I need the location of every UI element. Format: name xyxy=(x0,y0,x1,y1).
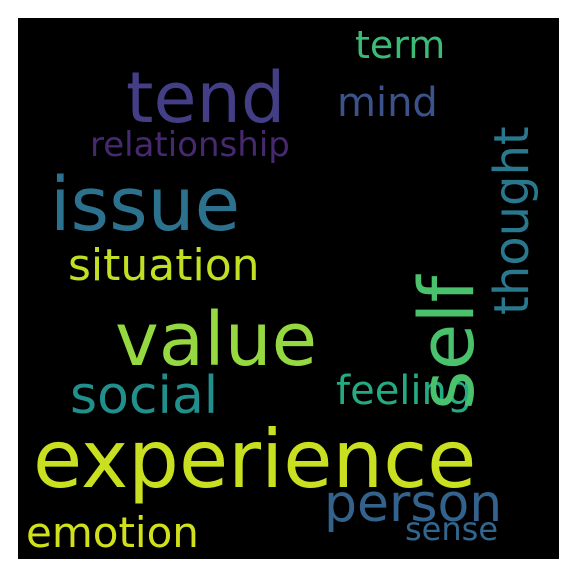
word-emotion: emotion xyxy=(26,508,199,557)
word-experience: experience xyxy=(33,413,477,506)
word-self: self xyxy=(402,275,491,410)
word-cloud-canvas: tend term mind relationship issue situat… xyxy=(18,18,559,559)
word-mind: mind xyxy=(337,80,438,126)
word-feeling: feeling xyxy=(336,368,473,414)
word-person: person xyxy=(324,474,503,534)
word-thought: thought xyxy=(484,126,540,315)
word-issue: issue xyxy=(50,162,241,248)
word-tend: tend xyxy=(126,57,286,139)
word-situation: situation xyxy=(68,240,260,291)
word-relationship: relationship xyxy=(90,125,290,165)
word-term: term xyxy=(355,23,446,67)
word-sense: sense xyxy=(405,510,498,548)
word-value: value xyxy=(115,297,318,383)
word-social: social xyxy=(70,366,219,426)
